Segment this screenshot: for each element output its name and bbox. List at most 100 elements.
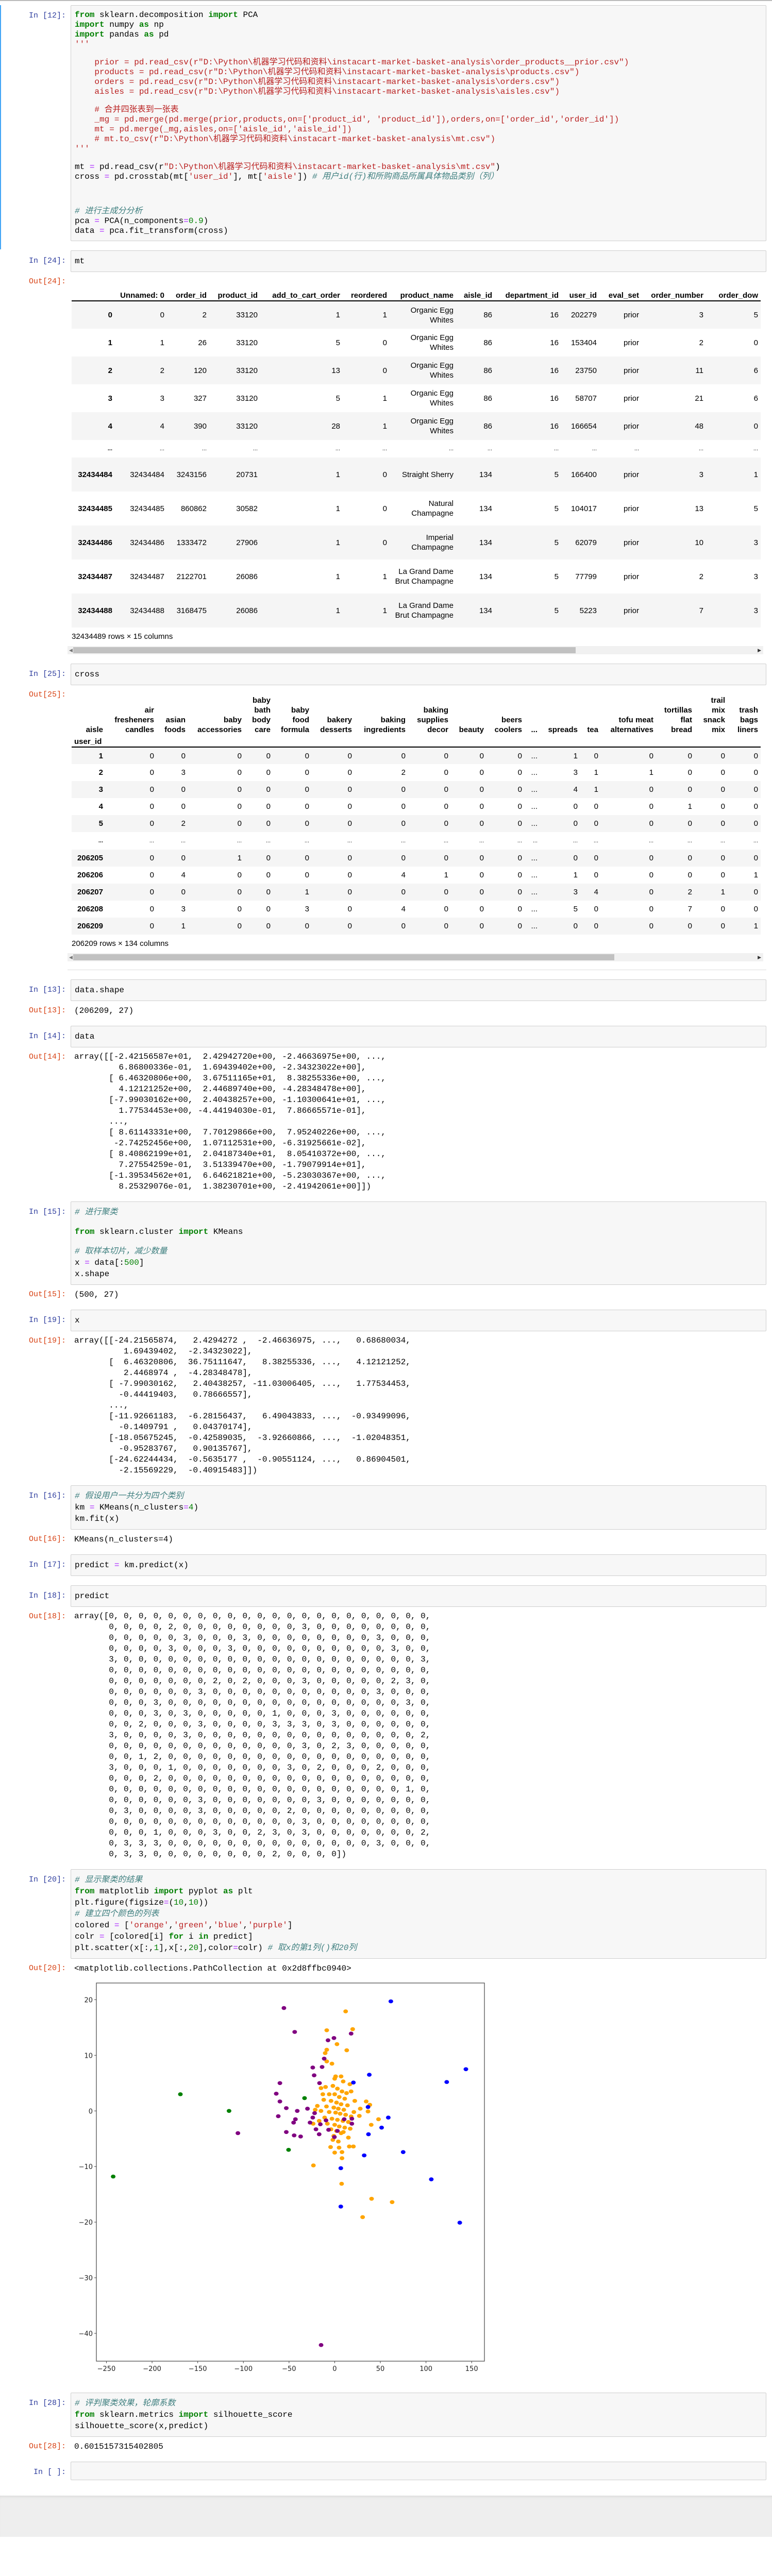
- table-row: 1 0 0 0 0 0 0 0 0 0 0... 1 0 0 0 0 0: [72, 747, 761, 764]
- cell-12: In [12]: from sklearn.decomposition impo…: [0, 5, 772, 241]
- plot-frame: [96, 1982, 485, 2362]
- table-cell: 134: [479, 470, 492, 479]
- comment-token: # 进行主成分分析: [75, 207, 143, 216]
- table-cell: 0: [444, 751, 448, 760]
- row-index: 5: [98, 819, 103, 828]
- table-cell: 0: [305, 802, 309, 811]
- table-cell: prior: [623, 311, 639, 319]
- scatter-point: [292, 2133, 297, 2138]
- table-cell: 1: [594, 785, 598, 794]
- code-token: pyplot: [183, 1887, 224, 1896]
- table-cell: 3: [699, 311, 703, 319]
- table-cell: Organic Egg Whites: [410, 333, 454, 352]
- scatter-point: [318, 2122, 323, 2126]
- table-cell: 4: [573, 785, 578, 794]
- table-cell: 1: [335, 572, 340, 581]
- cell-17-code-editor[interactable]: predict = km.predict(x): [71, 1554, 766, 1576]
- table-cell: ...: [592, 445, 597, 452]
- scatter-point: [345, 2103, 350, 2108]
- table-cell: 0: [479, 922, 484, 930]
- scrollbar-thumb[interactable]: [73, 954, 614, 960]
- table-cell: 0: [649, 819, 653, 828]
- code-token: plt: [233, 1887, 253, 1896]
- table-cell: 0: [517, 888, 522, 896]
- scatter-point: [348, 2031, 354, 2036]
- table-cell: 0: [649, 905, 653, 913]
- scatter-point: [463, 2067, 468, 2072]
- row-index: 32434486: [78, 538, 112, 547]
- scatter-point: [111, 2174, 116, 2179]
- cell-15-code-editor[interactable]: # 进行聚类 from sklearn.cluster import KMeans…: [71, 1201, 766, 1285]
- cell-28-code-editor[interactable]: # 评判聚类效果，轮廓系数 from sklearn.metrics import…: [71, 2393, 766, 2437]
- output-line: ...,: [74, 1401, 129, 1410]
- output-line: 0, 0, 1, 2, 0, 0, 0, 0, 0, 0, 0, 0, 0, 0…: [74, 1752, 431, 1761]
- table-cell: prior: [623, 538, 639, 547]
- code-line: orders = pd.read_csv(r"D:\Python\机器学习代码和…: [75, 77, 762, 87]
- y-tick-label: −10: [79, 2163, 93, 2171]
- table-cell: 0: [382, 338, 387, 347]
- scatter-point: [348, 2127, 353, 2131]
- table-cell: 0: [266, 802, 271, 811]
- scroll-right-arrow-icon[interactable]: ▶: [758, 955, 761, 960]
- table-cell: 0: [181, 854, 186, 862]
- scatter-point: [330, 2083, 335, 2088]
- table-cell: 0: [160, 311, 164, 319]
- table-cell: 26: [198, 338, 207, 347]
- empty-header: [695, 735, 728, 748]
- code-line: [75, 182, 762, 190]
- table-cell: 5: [573, 905, 578, 913]
- table-cell: ...: [335, 445, 340, 452]
- row-index: 206209: [77, 922, 103, 930]
- cross-table-horizontal-scrollbar[interactable]: ◀ ▶: [68, 953, 763, 961]
- string-token: # 合并四张表到一张表: [75, 105, 179, 114]
- cell-25-code-editor[interactable]: cross: [71, 664, 766, 685]
- table-cell: 0: [720, 819, 725, 828]
- cell-28-output-area: Out[28]: 0.6015157315402805: [0, 2441, 772, 2452]
- cell-13-code-editor[interactable]: data.shape: [71, 979, 766, 1001]
- table-cell: 86: [483, 366, 492, 375]
- keyword-token: import: [208, 10, 238, 20]
- scatter-point: [379, 2125, 384, 2130]
- table-cell: 0: [687, 819, 692, 828]
- scroll-right-arrow-icon[interactable]: ▶: [758, 648, 761, 653]
- table-cell: ...: [720, 837, 725, 844]
- scroll-left-arrow-icon[interactable]: ◀: [69, 955, 73, 960]
- table-cell: 0: [479, 751, 484, 760]
- scatter-point: [313, 2108, 318, 2112]
- cell-16-input-prompt: In [16]:: [28, 1492, 66, 1500]
- table-cell: ...: [531, 905, 538, 913]
- scatter-point: [332, 2150, 337, 2155]
- table-cell: 0: [401, 785, 406, 794]
- row-index: 206207: [77, 888, 103, 896]
- cell-15-output-area: Out[15]: (500, 27): [0, 1289, 772, 1300]
- code-line: [75, 1218, 762, 1226]
- scroll-left-arrow-icon[interactable]: ◀: [69, 648, 73, 653]
- cell-20-code-editor[interactable]: # 显示聚类的结果 from matplotlib import pyplot a…: [71, 1869, 766, 1959]
- table-cell: 0: [687, 768, 692, 777]
- code-line: colored = ['orange','green','blue','purp…: [75, 1920, 762, 1931]
- code-line: data.shape: [75, 985, 762, 996]
- operator-token: =: [233, 1943, 238, 1953]
- table-cell: 0: [401, 802, 406, 811]
- code-line: predict: [75, 1590, 762, 1602]
- cell-18-code-editor[interactable]: predict: [71, 1585, 766, 1607]
- cell-19-code-editor[interactable]: x: [71, 1310, 766, 1331]
- mt-table-horizontal-scrollbar[interactable]: ◀ ▶: [68, 646, 763, 654]
- scatter-point: [318, 2343, 324, 2347]
- notebook-bottom-background: [0, 2496, 772, 2537]
- empty-cell-code-editor[interactable]: [71, 2462, 766, 2480]
- top-border: [0, 0, 772, 1]
- cell-14-input-prompt: In [14]:: [28, 1032, 66, 1041]
- y-tick-label: 0: [89, 2108, 93, 2115]
- cell-24-code-editor[interactable]: mt: [71, 250, 766, 272]
- scrollbar-thumb[interactable]: [73, 647, 576, 653]
- x-tick-label: −200: [143, 2365, 161, 2373]
- code-line: plt.scatter(x[:,1],x[:,20],color=colr) #…: [75, 1942, 762, 1954]
- table-cell: 0: [237, 819, 242, 828]
- cell-16-code-editor[interactable]: # 假设用户一共分为四个类别 km = KMeans(n_clusters=4) k…: [71, 1485, 766, 1530]
- table-cell: 0: [266, 751, 271, 760]
- code-line: # 评判聚类效果，轮廓系数: [75, 2398, 762, 2409]
- cell-12-code-editor[interactable]: from sklearn.decomposition import PCA imp…: [71, 5, 766, 241]
- cell-14-code-editor[interactable]: data: [71, 1026, 766, 1047]
- keyword-token: import: [178, 2410, 209, 2419]
